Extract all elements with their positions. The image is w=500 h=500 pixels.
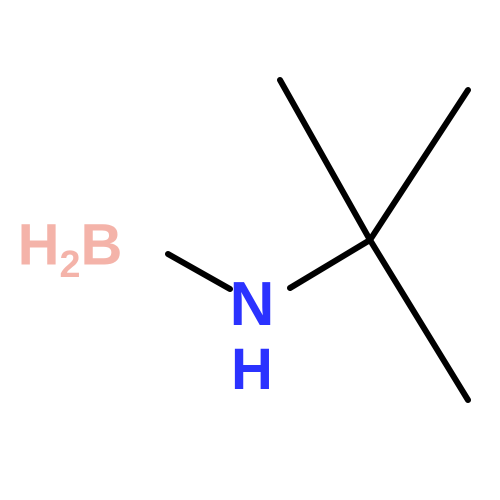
bond xyxy=(290,240,370,288)
atom-nitrogen: N xyxy=(230,274,275,336)
atom-nitrogen-h: H xyxy=(231,341,273,399)
bond xyxy=(168,254,230,289)
atom-boron: H2B xyxy=(18,216,123,283)
bond xyxy=(370,240,468,400)
bond xyxy=(370,90,468,240)
bond xyxy=(280,80,370,240)
